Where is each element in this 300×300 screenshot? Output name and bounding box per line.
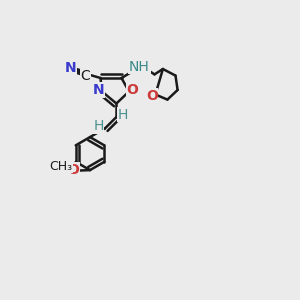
Text: C: C [81, 69, 90, 83]
Text: CH₃: CH₃ [50, 160, 73, 173]
Text: N: N [65, 61, 76, 75]
Text: O: O [146, 89, 158, 103]
Text: O: O [127, 83, 139, 97]
Text: H: H [118, 108, 128, 122]
Text: N: N [93, 83, 104, 97]
Text: NH: NH [129, 60, 150, 74]
Text: H: H [93, 119, 103, 133]
Text: O: O [67, 163, 79, 176]
